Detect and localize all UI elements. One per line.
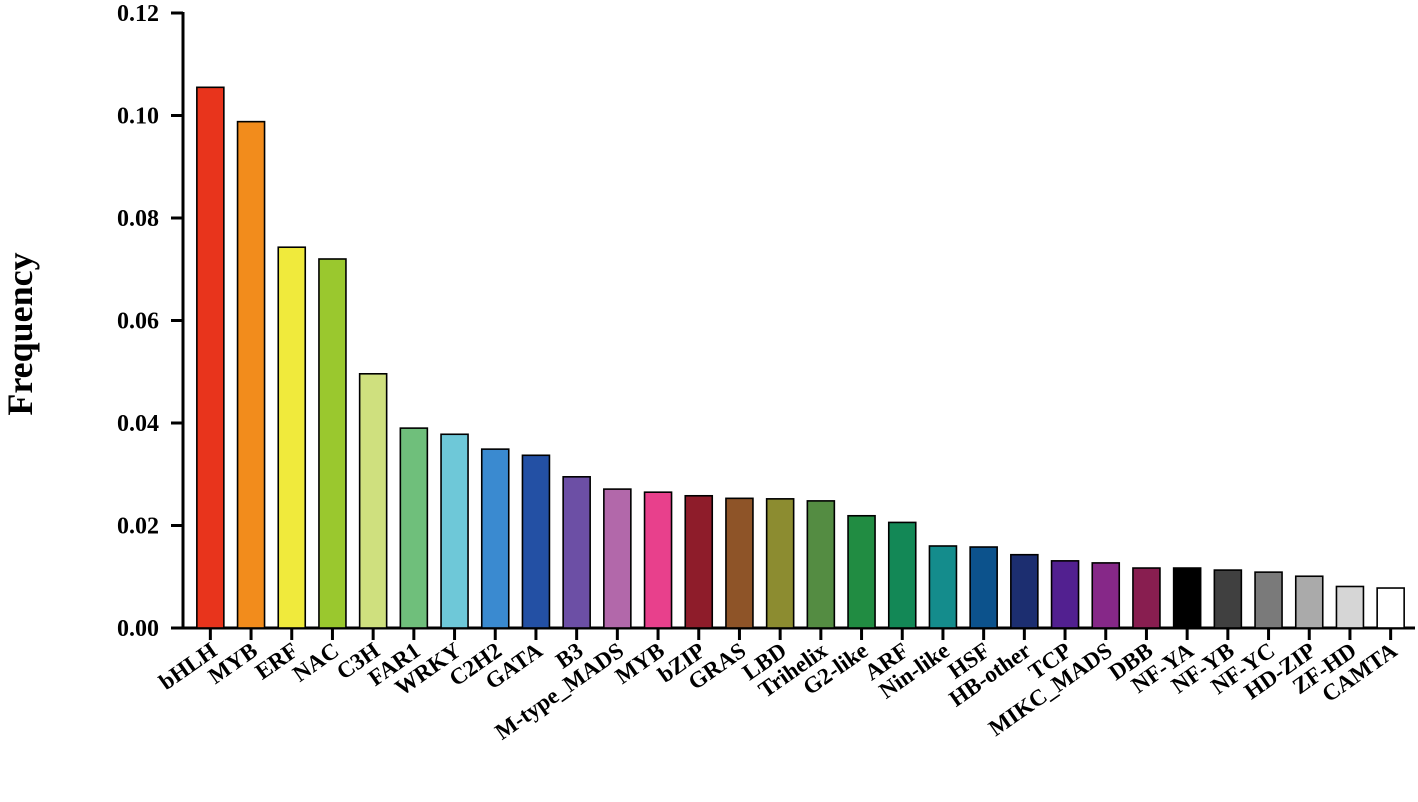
- bar-nf-yc: [1254, 571, 1283, 629]
- bar-gata: [521, 454, 551, 629]
- bar-hsf: [969, 546, 998, 629]
- bar-m-type-mads: [603, 488, 632, 629]
- bar-mikc-mads: [1091, 562, 1121, 629]
- y-ticks: 0.00 0.02 0.04 0.06 0.08 0.10 0.12: [117, 1, 183, 642]
- bar-myb: [643, 491, 673, 629]
- bar-dbb: [1132, 567, 1161, 629]
- bar-nf-yb: [1213, 569, 1243, 629]
- bar-c2h2: [480, 448, 510, 629]
- bar-c3h: [358, 372, 388, 629]
- bar-far1: [399, 427, 429, 629]
- y-tick-label: 0.02: [117, 514, 159, 540]
- y-tick-label: 0.00: [117, 616, 159, 642]
- bar-g2-like: [847, 514, 876, 629]
- y-tick-label: 0.12: [117, 1, 159, 27]
- bar-tcp: [1050, 560, 1080, 629]
- bar-trihelix: [806, 500, 836, 629]
- y-tick-label: 0.08: [117, 206, 159, 232]
- bar-zf-hd: [1335, 585, 1365, 629]
- bar-nf-ya: [1172, 567, 1202, 629]
- bar-bzip: [684, 494, 714, 629]
- bar-nin-like: [928, 545, 958, 629]
- bar-arf: [887, 521, 917, 629]
- bar-camta: [1376, 587, 1405, 629]
- y-axis-title: Frequency: [0, 252, 40, 415]
- bar-b3: [562, 476, 591, 629]
- x-ticks: [208, 628, 1393, 640]
- bar-hb-other: [1010, 553, 1039, 629]
- y-tick-label: 0.10: [117, 104, 159, 130]
- bar-gras: [725, 497, 754, 629]
- bar-lbd: [765, 498, 795, 629]
- bars: [196, 86, 1405, 629]
- bar-myb: [236, 120, 266, 629]
- bar-wrky: [440, 433, 469, 629]
- y-tick-label: 0.06: [117, 309, 159, 335]
- bar-bhlh: [196, 86, 225, 629]
- bar-hd-zip: [1294, 575, 1324, 629]
- bar-nac: [318, 258, 347, 629]
- bar-erf: [277, 246, 307, 629]
- y-tick-label: 0.04: [117, 411, 159, 437]
